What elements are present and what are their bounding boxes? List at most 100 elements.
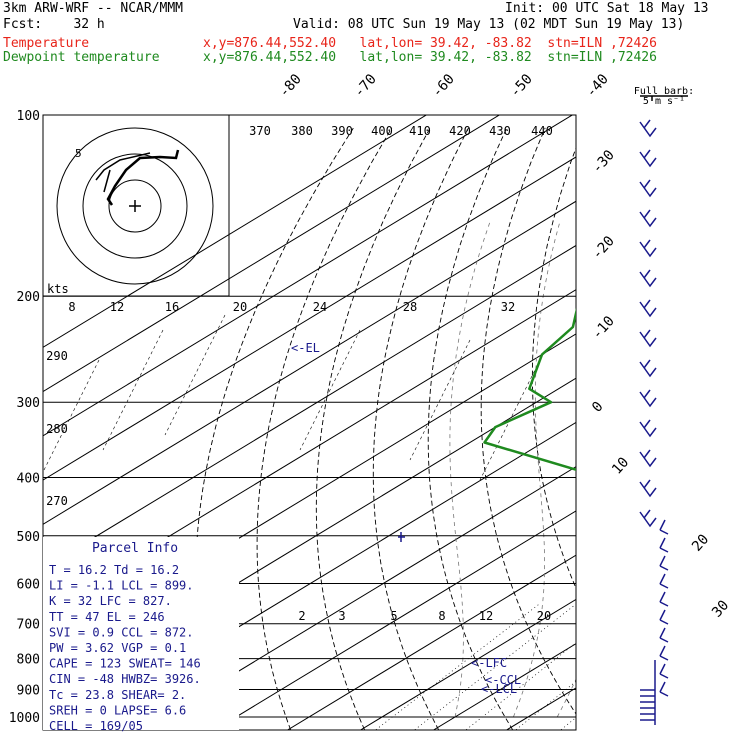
dewpoint-legend: Dewpoint temperature [3,50,160,65]
parcel-info-row: CIN = -48 HWBZ= 3926. [49,672,201,686]
parcel-info-box [43,537,239,730]
parcel-info-row: LI = -1.1 LCL = 899. [49,579,194,593]
isotherm-label: 20 [689,531,712,554]
hodograph-trace [106,149,180,206]
hodograph-ring [108,179,162,233]
isotherm [68,421,576,730]
wind-legend-units: 5 m s⁻¹ [643,96,685,107]
pressure-label: 200 [17,290,40,305]
mixing-ratio-line [560,717,576,730]
parcel-info-row: TT = 47 EL = 246 [49,610,165,624]
isotherm-label: -10 [589,313,618,343]
level-marker: <-CCL [485,673,521,687]
moist-adiabat [659,221,740,717]
hodo-guide [164,314,226,436]
isotherm-label: -60 [429,71,458,101]
isotherm [141,466,576,730]
wind-barb [639,299,657,318]
mixing-ratio-label: 12 [479,609,493,623]
pressure-label: 500 [17,530,40,545]
hodograph-speed-label: 24 [313,300,327,314]
parcel-info-row: SVI = 0.9 CCL = 872. [49,625,194,639]
isotherm-label: -40 [583,71,612,101]
pressure-label: 800 [17,653,40,668]
parcel-info-row: CELL = 169/05 [49,719,143,733]
wind-barb [659,645,669,661]
isotherm [726,87,740,729]
isotherm [43,156,576,481]
wind-barb [639,239,657,258]
hodo-guide [299,329,361,451]
temperature-legend: Temperature [3,36,90,51]
mixing-ratio-line [515,680,576,730]
theta-label: 430 [489,124,511,138]
wind-barb [659,609,669,625]
parcel-info-row: T = 16.2 Td = 16.2 [49,563,179,577]
plot-frame [42,114,577,731]
hodograph-center [129,200,141,212]
wind-barb [659,573,669,589]
moist-adiabat [449,220,491,718]
hodograph-ring [56,127,214,285]
kts-label: kts [47,282,69,296]
theta-label: 280 [46,422,68,436]
model-title: 3km ARW-WRF -- NCAR/MMM [3,1,184,16]
theta-label: 270 [46,494,68,508]
dry-adiabat [582,128,735,730]
wind-barb [639,389,657,408]
hodograph-speed-label: 20 [233,300,247,314]
isotherm-label: 0 [589,399,607,416]
temperature-station-info: x,y=876.44,552.40 lat,lon= 39.42, -83.82… [203,36,657,51]
hodograph-speed-label: 32 [501,300,515,314]
theta-label: 370 [249,124,271,138]
parcel-info-row: PW = 3.62 VGP = 0.1 [49,641,186,655]
hodograph-height-label: 5 [75,147,82,160]
parcel-info-row: Tc = 23.8 SHEAR= 2. [49,688,186,702]
hodo-guide [102,329,164,451]
theta-label: 400 [371,124,393,138]
isotherm [653,87,740,729]
isotherm [43,200,576,525]
dry-adiabat [372,127,469,730]
forecast-hour: Fcst: 32 h [3,17,105,32]
isotherm-label: -70 [351,71,380,101]
wind-barb [639,419,657,438]
hodograph-trace-thin [95,152,151,193]
hodograph-speed-label: 28 [403,300,417,314]
hodograph-speed-label: 16 [165,300,179,314]
isotherm-label: -20 [589,233,618,263]
dry-adiabat [427,127,513,730]
pressure-label: 1000 [9,711,40,726]
dewpoint-profile [483,307,576,471]
wind-barb [639,359,657,378]
wind-barb [659,555,669,571]
mixing-ratio-line [620,604,740,729]
dry-adiabat [630,128,740,730]
isotherm [287,554,576,730]
wind-barb [659,519,669,535]
wind-legend-label: Full barb: [634,86,694,97]
moist-adiabat [630,221,740,717]
isotherm [506,687,576,730]
hodo-guide [43,359,100,473]
wind-barb [639,269,657,288]
parcel-info-title: Parcel Info [92,541,178,556]
hodograph-ring [82,153,188,259]
isotherm [214,510,576,730]
wind-barb [659,627,669,643]
pressure-label: 300 [17,396,40,411]
isotherm [43,115,428,348]
isotherm [433,643,576,730]
wind-barb [659,681,669,697]
theta-label: 390 [331,124,353,138]
pressure-label: 700 [17,618,40,633]
isotherm-label: -30 [589,147,618,177]
parcel-info-row: CAPE = 123 SWEAT= 146 [49,657,201,671]
level-marker: <-LFC [471,656,507,670]
pressure-label: 600 [17,577,40,592]
hodo-guide [409,339,471,461]
pressure-label: 100 [17,109,40,124]
isotherm [43,244,576,570]
isotherm-label: 30 [709,597,732,620]
